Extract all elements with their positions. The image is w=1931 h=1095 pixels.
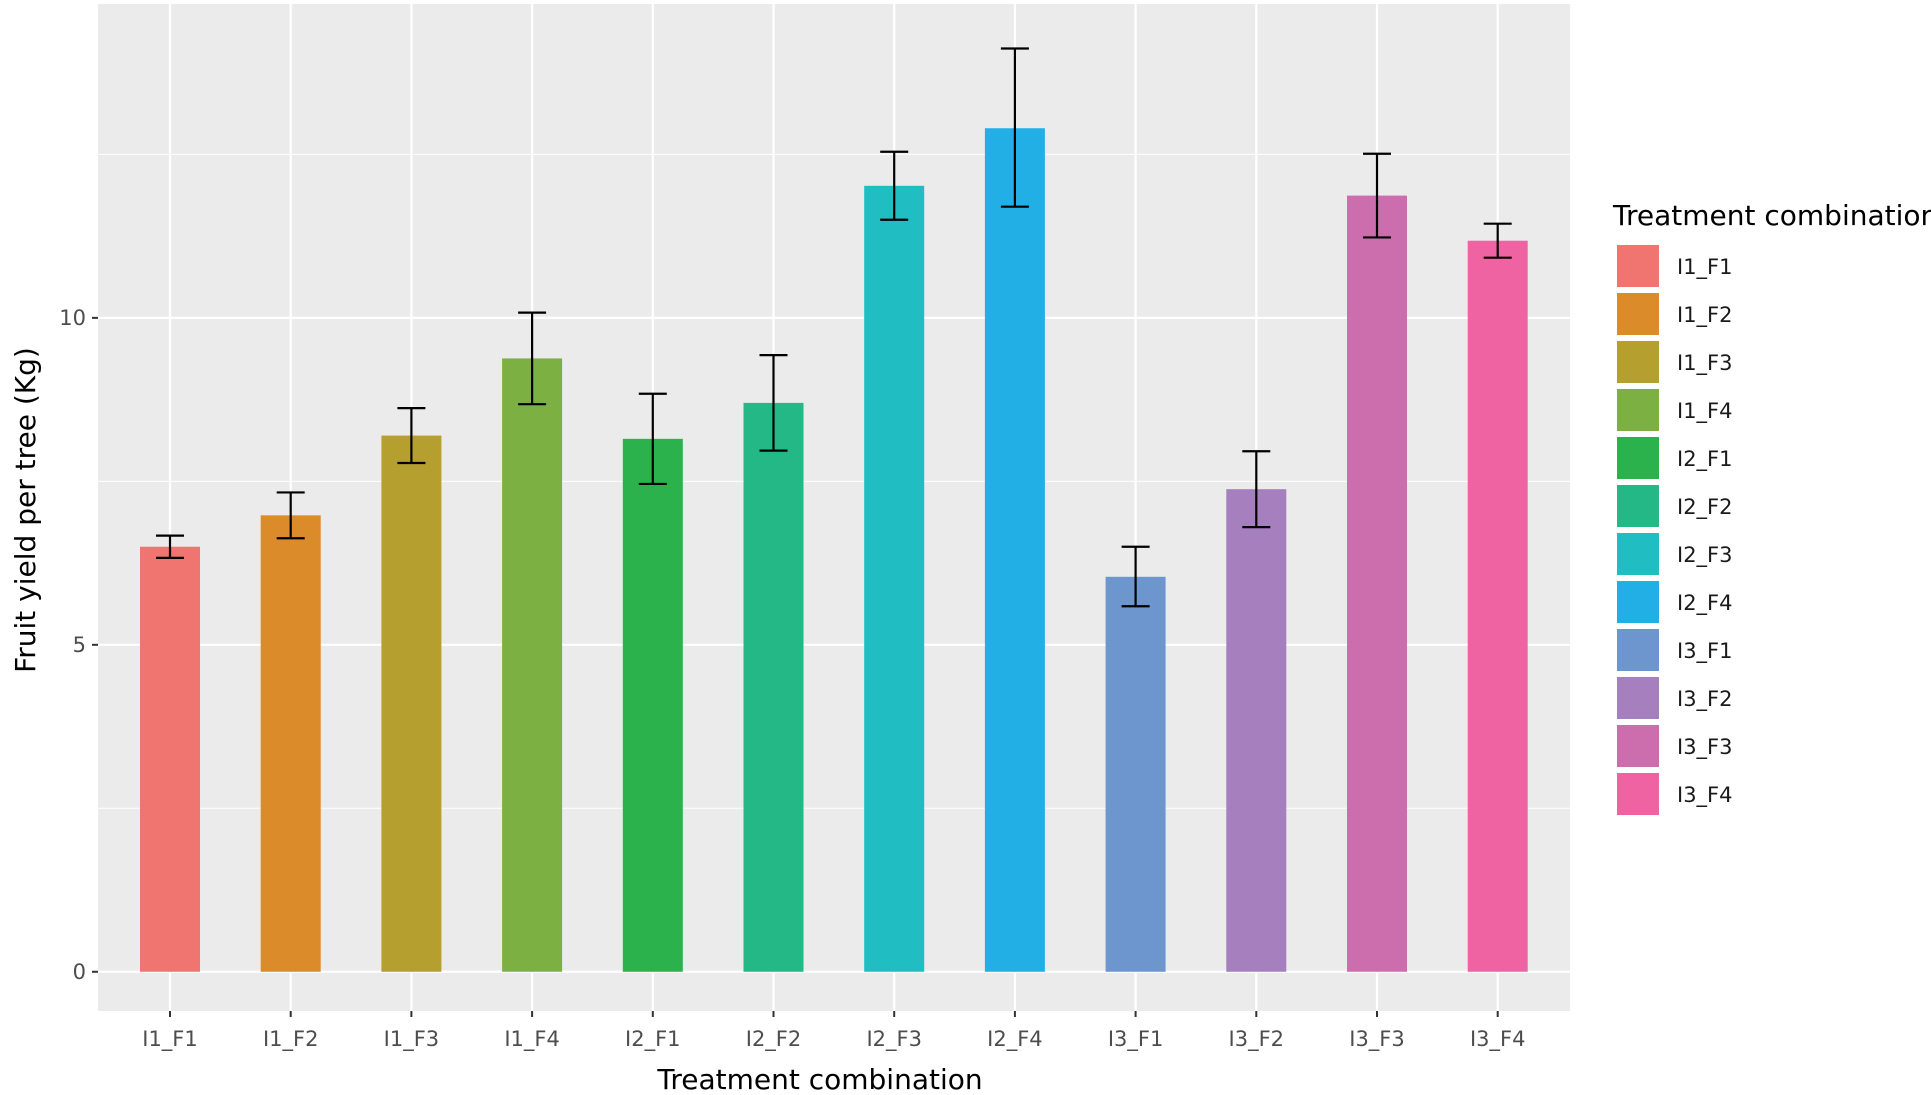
legend-key	[1617, 437, 1659, 479]
x-tick-label: I3_F3	[1349, 1027, 1405, 1052]
bar-i2-f2	[743, 402, 804, 972]
error-bar-i3-f2	[1242, 450, 1271, 529]
legend-item: I2_F3	[1617, 533, 1733, 575]
error-bar-i1-f4	[518, 311, 547, 406]
legend-label: I3_F2	[1677, 687, 1733, 712]
error-bar-i3-f1	[1121, 545, 1150, 608]
legend-item: I3_F2	[1617, 677, 1733, 719]
bar-i2-f4	[984, 128, 1045, 972]
legend-label: I2_F3	[1677, 543, 1733, 568]
legend-label: I1_F3	[1677, 351, 1733, 376]
x-tick-label: I1_F2	[263, 1027, 319, 1052]
bar-i2-f3	[864, 185, 925, 972]
legend-label: I2_F4	[1677, 591, 1733, 616]
error-bar-i2-f2	[759, 354, 788, 452]
x-axis-ticks: I1_F1 I1_F2 I1_F3 I1_F4 I2_F1 I2_F2 I2_F3 I2_F4…	[142, 1011, 1525, 1052]
legend-key	[1617, 293, 1659, 335]
bar-i1-f1	[140, 546, 200, 972]
legend-item: I3_F1	[1617, 629, 1733, 671]
legend-key	[1617, 629, 1659, 671]
plot-panel	[98, 4, 1570, 1011]
error-bar-i3-f3	[1363, 152, 1391, 239]
legend-key	[1617, 581, 1659, 623]
legend-label: I1_F4	[1677, 399, 1733, 424]
bar-i3-f1	[1105, 576, 1166, 972]
legend-item: I2_F4	[1617, 581, 1733, 623]
y-axis-title: Fruit yield per tree (Kg)	[9, 347, 42, 673]
x-tick-label: I2_F4	[987, 1027, 1043, 1052]
plot-background	[98, 4, 1570, 1011]
bar-i1-f2	[260, 515, 321, 972]
error-bar-i2-f1	[638, 392, 667, 486]
legend-key	[1617, 773, 1659, 815]
bar-i3-f4	[1467, 240, 1528, 972]
bar-i2-f1	[622, 438, 683, 972]
legend-item: I2_F1	[1617, 437, 1733, 479]
legend-label: I3_F1	[1677, 639, 1733, 664]
error-bars	[156, 47, 1512, 608]
y-tick-label: 10	[59, 306, 86, 330]
error-bar-i1-f1	[156, 534, 184, 559]
legend-item: I1_F2	[1617, 293, 1733, 335]
x-tick-label: I2_F3	[866, 1027, 922, 1052]
error-bar-i3-f4	[1483, 222, 1512, 259]
y-tick-label: 0	[73, 960, 86, 984]
x-tick-label: I1_F1	[142, 1027, 198, 1052]
bar-i1-f3	[381, 435, 442, 972]
x-tick-label: I2_F1	[625, 1027, 681, 1052]
legend-key	[1617, 533, 1659, 575]
error-bar-i2-f4	[1000, 47, 1029, 208]
x-tick-label: I2_F2	[746, 1027, 802, 1052]
x-axis-title: Treatment combination	[656, 1063, 982, 1095]
legend-label: I2_F1	[1677, 447, 1733, 472]
error-bar-i1-f3	[397, 407, 426, 465]
bar-i3-f3	[1347, 195, 1407, 972]
error-bar-i2-f3	[880, 150, 909, 221]
legend-label: I2_F2	[1677, 495, 1733, 520]
legend-label: I3_F3	[1677, 735, 1733, 760]
legend-key	[1617, 485, 1659, 527]
legend-key	[1617, 389, 1659, 431]
error-bar-i1-f2	[276, 491, 305, 540]
legend-key	[1617, 341, 1659, 383]
legend-label: I1_F1	[1677, 255, 1733, 280]
legend-item: I2_F2	[1617, 485, 1733, 527]
legend-key	[1617, 725, 1659, 767]
legend-item: I1_F3	[1617, 341, 1733, 383]
legend-title: Treatment combination	[1612, 199, 1931, 232]
legend-key	[1617, 245, 1659, 287]
legend-key	[1617, 677, 1659, 719]
legend-item: I3_F4	[1617, 773, 1733, 815]
y-tick-label: 5	[73, 633, 86, 657]
x-tick-label: I3_F4	[1470, 1027, 1526, 1052]
legend-label: I1_F2	[1677, 303, 1733, 328]
bars	[140, 128, 1528, 972]
legend-item: I3_F3	[1617, 725, 1733, 767]
x-tick-label: I1_F4	[504, 1027, 560, 1052]
legend: I1_F1 I1_F2 I1_F3 I1_F4 I2_F1 I2_F2 I2_F3 I2_F4…	[1617, 245, 1733, 815]
legend-item: I1_F1	[1617, 245, 1733, 287]
legend-label: I3_F4	[1677, 783, 1733, 808]
y-axis-ticks: 0 5 10	[59, 306, 98, 984]
bar-i1-f4	[502, 358, 563, 972]
bar-i3-f2	[1226, 489, 1287, 972]
legend-item: I1_F4	[1617, 389, 1733, 431]
x-tick-label: I3_F1	[1108, 1027, 1164, 1052]
x-tick-label: I1_F3	[384, 1027, 440, 1052]
x-tick-label: I3_F2	[1229, 1027, 1285, 1052]
